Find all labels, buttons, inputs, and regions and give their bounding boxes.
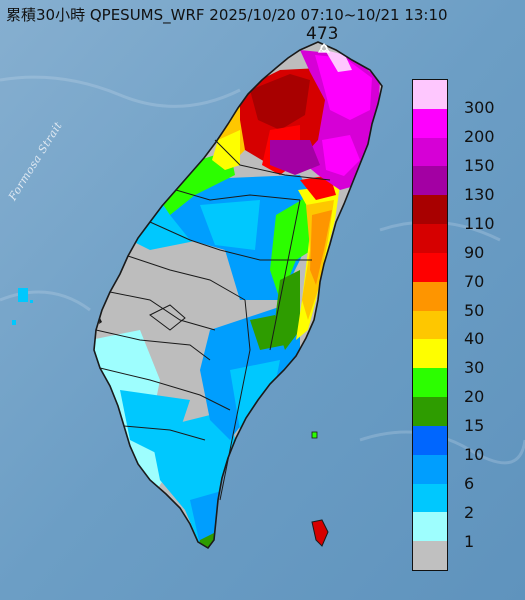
legend-swatch — [413, 339, 447, 369]
legend-swatch — [413, 252, 447, 282]
legend-swatch — [413, 454, 447, 484]
legend-label: 30 — [464, 358, 485, 378]
legend-swatch — [413, 397, 447, 426]
legend-swatches — [412, 79, 448, 571]
legend-swatch — [413, 108, 447, 138]
map-title: 累積30小時 QPESUMS_WRF 2025/10/20 07:10~10/2… — [6, 6, 448, 24]
legend-swatch — [413, 137, 447, 167]
legend-swatch — [413, 368, 447, 398]
legend-swatch — [413, 425, 447, 455]
max-rainfall-marker — [317, 42, 331, 53]
legend-swatch — [413, 310, 447, 340]
offshore-islands — [12, 288, 329, 547]
legend-label: 2 — [464, 503, 475, 523]
legend-label: 70 — [464, 271, 485, 291]
legend-label: 50 — [464, 300, 485, 320]
legend-label: 150 — [464, 155, 495, 175]
legend-swatch — [413, 483, 447, 513]
legend-swatch — [413, 281, 447, 311]
max-rainfall-value: 473 — [306, 24, 339, 44]
legend-swatch — [413, 195, 447, 225]
legend-label: 200 — [464, 126, 495, 146]
legend-swatch — [413, 166, 447, 196]
legend-label: 110 — [464, 213, 495, 233]
legend-label: 6 — [464, 474, 475, 494]
legend-label: 10 — [464, 445, 485, 465]
legend-swatch — [413, 224, 447, 253]
legend-label: 1 — [464, 532, 475, 552]
county-boundaries — [95, 139, 331, 501]
color-legend: 300 200 150 130 110 90 70 50 40 30 20 15 10 6 2 1 — [412, 79, 516, 571]
legend-label: 15 — [464, 416, 485, 436]
legend-label: 40 — [464, 329, 485, 349]
legend-swatch — [413, 541, 447, 571]
legend-label: 300 — [464, 97, 495, 117]
legend-swatch — [413, 80, 447, 109]
legend-label: 130 — [464, 184, 495, 204]
legend-label: 90 — [464, 242, 485, 262]
legend-label: 20 — [464, 387, 485, 407]
legend-swatch — [413, 512, 447, 542]
